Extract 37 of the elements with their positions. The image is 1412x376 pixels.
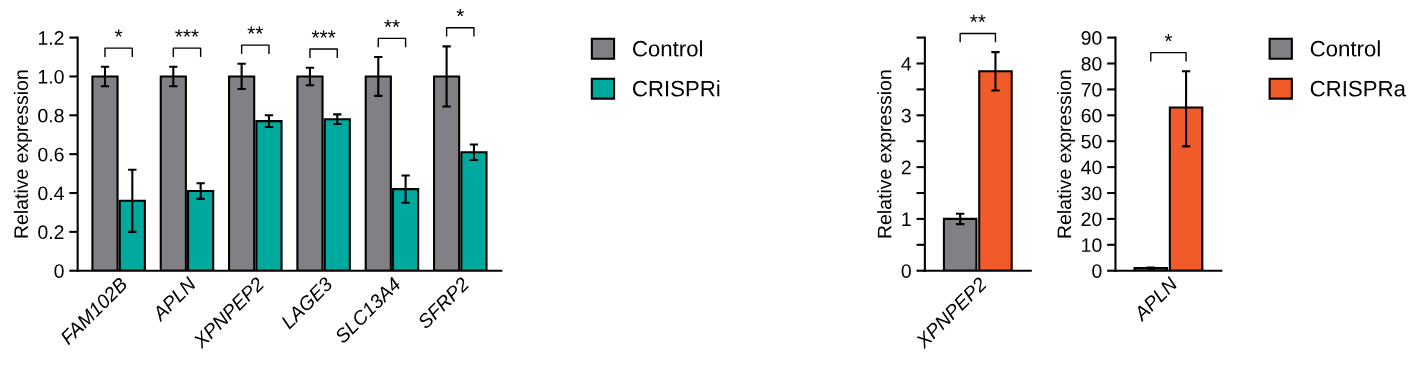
y-tick-label: 90 — [1081, 31, 1102, 45]
annotation: *** — [311, 30, 336, 38]
legend-label: CRISPRi — [632, 80, 720, 97]
y-tick-label: 30 — [1081, 186, 1102, 201]
y-tick-label: 0.8 — [38, 108, 64, 123]
y-tick-label: 80 — [1081, 56, 1102, 71]
text: ** — [970, 14, 986, 23]
text: *** — [175, 29, 199, 37]
y-axis-title: Relative expression — [13, 70, 32, 238]
y-tick-label: 40 — [1081, 160, 1102, 175]
y-tick-label: 60 — [1081, 108, 1102, 123]
y-tick-label: 1.2 — [38, 31, 64, 45]
y-tick-label: 50 — [1081, 134, 1102, 149]
legend-label: Control — [632, 40, 703, 57]
text: ** — [247, 26, 264, 34]
legend-label: CRISPRa — [1310, 80, 1406, 97]
y-tick-label: 1.0 — [38, 69, 64, 84]
y-tick-label: 0 — [54, 264, 64, 278]
y-tick-label: 10 — [1082, 238, 1102, 253]
y-tick-label: 4 — [901, 57, 912, 71]
y-tick-label: 0 — [1092, 264, 1102, 278]
y-tick-label: 70 — [1081, 82, 1102, 97]
text: * — [456, 9, 464, 17]
y-tick-label: 0.6 — [38, 147, 64, 162]
y-tick-label: 0.4 — [38, 186, 64, 201]
y-tick-label: 20 — [1081, 212, 1102, 227]
y-tick-label: 3 — [901, 108, 911, 123]
y-axis-title: Relative expression — [1056, 70, 1076, 238]
text: * — [114, 29, 123, 37]
y-axis-title: Relative expression — [877, 70, 896, 238]
text: ** — [384, 19, 400, 28]
y-tick-label: 1 — [902, 212, 911, 226]
y-tick-label: 0 — [901, 264, 911, 278]
y-tick-label: 2 — [901, 160, 911, 175]
annotation: * — [1164, 33, 1173, 42]
y-tick-label: 0.2 — [38, 225, 64, 240]
legend-label: Control — [1310, 40, 1380, 57]
